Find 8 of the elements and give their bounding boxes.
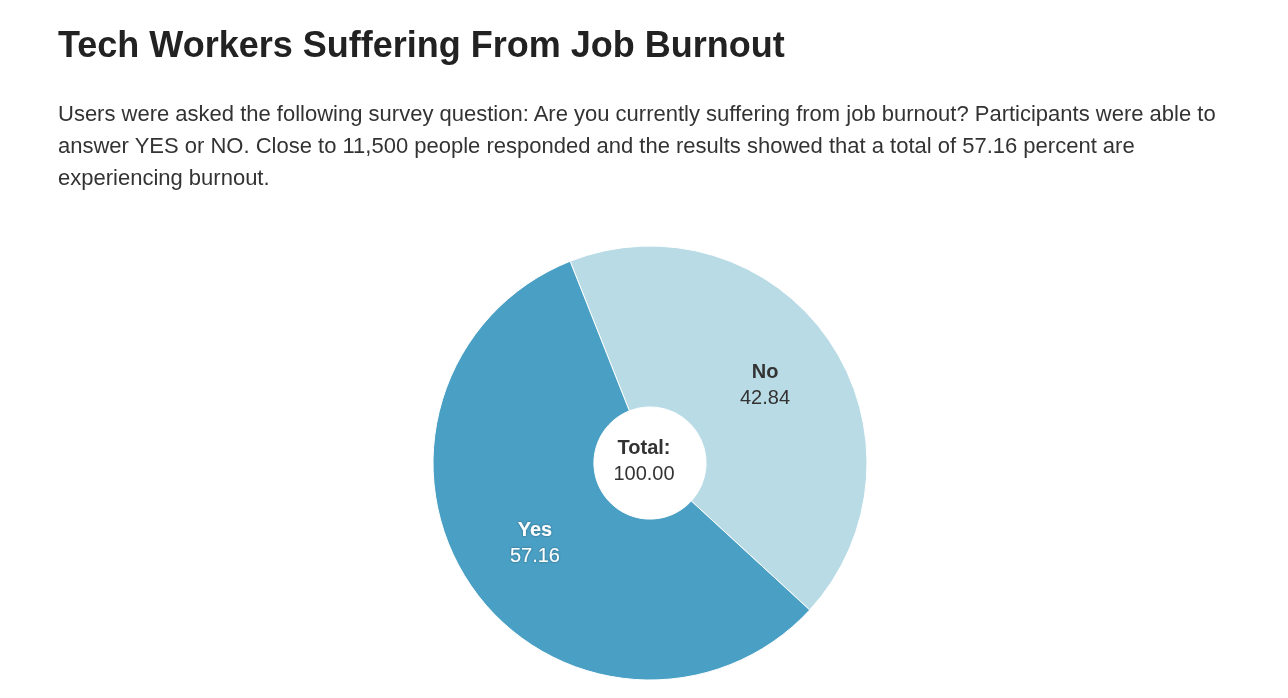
data-label: 42.84: [740, 385, 791, 408]
text: 100.00: [613, 462, 675, 484]
slice-label: No: [751, 359, 779, 382]
chart-subtitle: Users were asked the following survey question: Are you currently suffering from job burnout? Participants were able to answer YES or NO. Close to 11,500 people responded and the results showed that a total of 57.16 percent are experiencing burnout.: [58, 100, 1217, 192]
data-label: 57.16: [509, 544, 560, 567]
slice-label: Yes: [517, 518, 553, 541]
chart-title: Tech Workers Suffering From Job Burnout: [58, 24, 785, 66]
text: Total:: [617, 436, 671, 458]
